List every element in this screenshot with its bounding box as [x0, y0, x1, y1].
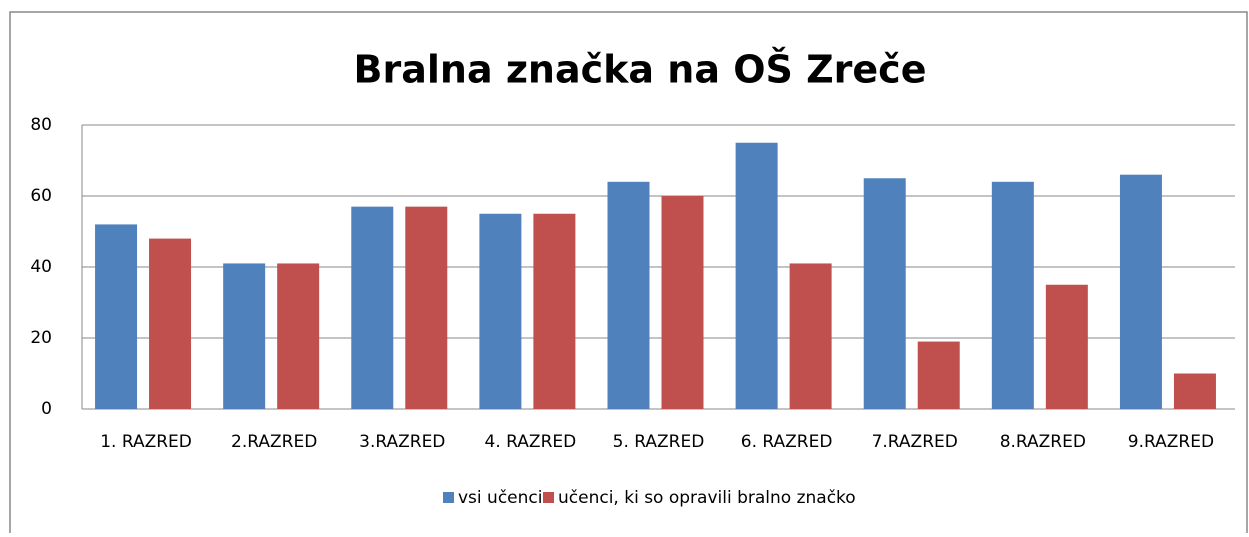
bar: [661, 196, 704, 409]
bar: [917, 341, 960, 409]
bar: [149, 238, 192, 409]
x-tick-label: 7.RAZRED: [872, 432, 958, 452]
bar: [223, 263, 266, 409]
bar: [789, 263, 832, 409]
bar: [95, 224, 138, 409]
x-tick-label: 5. RAZRED: [613, 432, 705, 452]
chart-title: Bralna značka na OŠ Zreče: [354, 48, 927, 92]
bar: [991, 181, 1034, 409]
legend-label: učenci, ki so opravili bralno značko: [558, 488, 856, 508]
bar: [1173, 373, 1216, 409]
y-tick-label: 60: [30, 186, 52, 206]
bar: [1045, 284, 1088, 409]
y-tick-label: 20: [30, 328, 52, 348]
y-tick-label: 0: [41, 399, 52, 419]
x-tick-label: 4. RAZRED: [485, 432, 577, 452]
bar: [863, 178, 906, 409]
bar: [405, 206, 448, 409]
y-tick-label: 80: [30, 115, 52, 135]
x-tick-label: 1. RAZRED: [100, 432, 192, 452]
bar: [1119, 174, 1162, 409]
x-tick-label: 3.RAZRED: [359, 432, 445, 452]
x-tick-label: 8.RAZRED: [1000, 432, 1086, 452]
legend-swatch: [543, 492, 554, 503]
y-tick-label: 40: [30, 257, 52, 277]
x-tick-label: 2.RAZRED: [231, 432, 317, 452]
legend-swatch: [443, 492, 454, 503]
x-tick-label: 6. RAZRED: [741, 432, 833, 452]
x-tick-label: 9.RAZRED: [1128, 432, 1214, 452]
bar: [607, 181, 650, 409]
chart-border: [9, 11, 1248, 533]
bar: [533, 213, 576, 409]
legend-label: vsi učenci: [458, 488, 542, 508]
bar: [735, 142, 778, 409]
bar: [351, 206, 394, 409]
bar: [479, 213, 522, 409]
bar: [277, 263, 320, 409]
